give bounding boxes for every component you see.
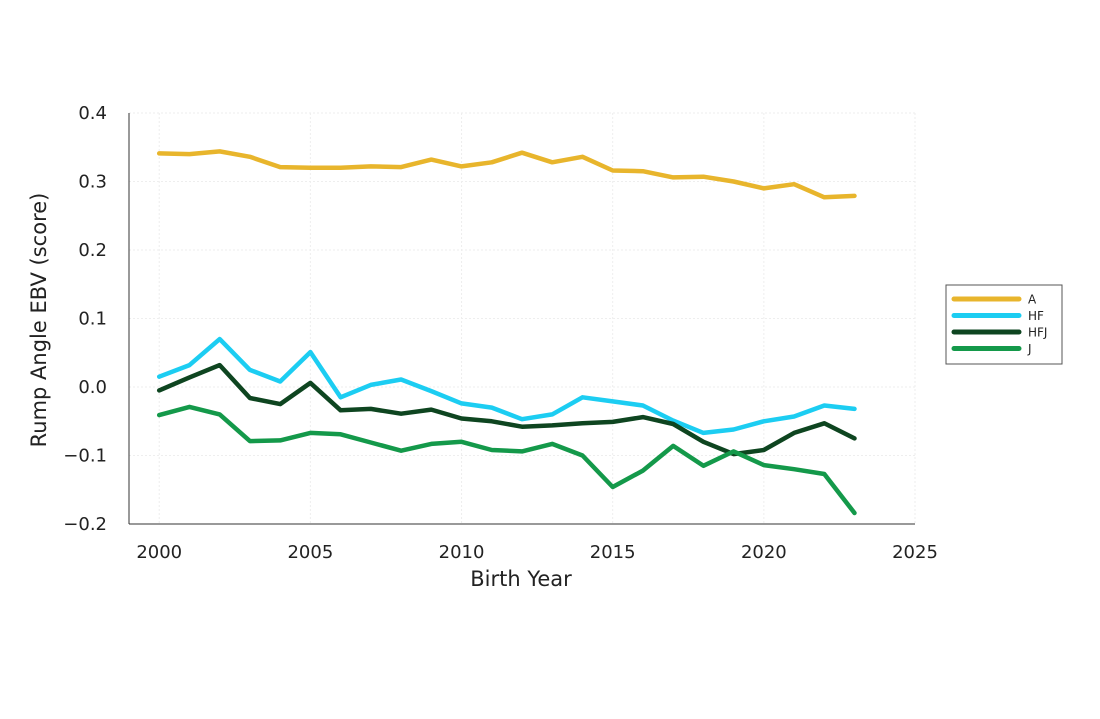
y-tick-label: −0.1	[63, 446, 107, 467]
series-line-a	[156, 149, 857, 200]
x-tick-label: 2005	[287, 542, 333, 563]
y-tick-label: 0.3	[78, 172, 107, 193]
x-tick-label: 2020	[741, 542, 787, 563]
x-tick-label: 2010	[439, 542, 485, 563]
x-tick-label: 2015	[590, 542, 636, 563]
y-tick-label: −0.2	[63, 514, 107, 535]
series-layer	[156, 149, 857, 516]
y-axis-title: Rump Angle EBV (score)	[27, 193, 51, 448]
legend-label-hfj: HFJ	[1028, 326, 1047, 340]
x-tick-label: 2025	[892, 542, 938, 563]
legend-label-j: J	[1027, 342, 1032, 356]
grid-layer	[129, 112, 916, 525]
y-tick-label: 0.2	[78, 240, 107, 261]
series-line-j	[156, 404, 857, 516]
y-tick-label: 0.4	[78, 103, 107, 124]
y-tick-label: 0.0	[78, 377, 107, 398]
y-tick-label: 0.1	[78, 309, 107, 330]
series-line-hf	[156, 336, 857, 436]
x-tick-label: 2000	[136, 542, 182, 563]
x-axis-title: Birth Year	[470, 567, 572, 591]
legend-label-a: A	[1028, 293, 1037, 307]
legend-label-hf: HF	[1028, 309, 1044, 323]
legend: A HF HFJ J	[945, 284, 1063, 365]
axes-layer: 0.4 0.3 0.2 0.1 0.0 −0.1 −0.2 2000 2005 2010 2015 2…	[63, 103, 938, 563]
